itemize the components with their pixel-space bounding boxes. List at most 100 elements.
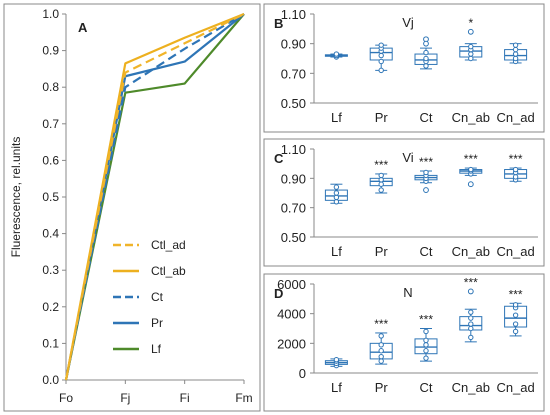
panel-b-cn-ad-data-point — [512, 46, 519, 53]
panel-d-pr-data-point — [378, 342, 384, 348]
panel-c-pr-data-point — [378, 181, 384, 187]
panel-b-x-tick-label: Lf — [331, 110, 342, 125]
panel-b-cn-ab-data-point — [468, 55, 474, 62]
panel-d-cn-ab-data-point — [468, 309, 474, 315]
panel-b-ct-outlier — [423, 40, 429, 47]
panel-b-cn-ad-data-point — [512, 55, 519, 62]
panel-d-ct-data-point — [423, 328, 429, 335]
panel-b-frame — [263, 3, 545, 133]
panel-d-ct-data-point — [423, 337, 429, 344]
panel-c-y-tick-label: 0.90 — [281, 171, 306, 186]
panel-b-label: B — [274, 16, 283, 31]
panel-a-y-tick-label: 0.9 — [42, 44, 59, 58]
panel-a-y-tick-label: 0.7 — [42, 117, 59, 131]
panel-b-cn-ad-data-point — [512, 51, 519, 57]
panel-a-x-tick-label: Fm — [235, 391, 252, 405]
panel-b-y-tick-label: 0.70 — [281, 66, 306, 81]
panel-d-ct-significance: *** — [419, 313, 433, 327]
panel-d-y-tick-label: 4000 — [277, 307, 306, 322]
panel-c-y-tick-label: 0.70 — [281, 201, 306, 216]
panel-c-x-tick-label: Lf — [331, 244, 342, 259]
panel-b-x-tick-label: Ct — [420, 110, 433, 125]
panel-a-y-tick-label: 0.8 — [42, 80, 59, 94]
panel-a-y-tick-label: 0.4 — [42, 227, 59, 241]
panel-c-y-tick-label: 1.10 — [281, 142, 306, 157]
legend-label-ctl-ad: Ctl_ad — [151, 238, 186, 252]
panel-d-x-tick-label: Cn_ab — [452, 380, 490, 395]
panel-c-pr-data-point — [378, 187, 384, 193]
legend-label-lf: Lf — [151, 342, 162, 356]
panel-d-cn-ad-data-point — [512, 312, 519, 318]
panel-d-ct-data-point — [423, 348, 429, 354]
panel-c-x-tick-label: Cn_ab — [452, 244, 490, 259]
panel-c-x-tick-label: Ct — [420, 244, 433, 259]
panel-b-cn-ab-outlier — [467, 28, 474, 35]
panel-b-y-tick-label: 0.50 — [281, 96, 306, 111]
panel-d-pr-data-point — [378, 353, 384, 360]
panel-b-y-tick-label: 0.90 — [281, 37, 306, 52]
panel-a-y-tick-label: 0.5 — [42, 190, 59, 204]
panel-b-ct-data-point — [423, 49, 429, 56]
panel-c-cn-ad-significance: *** — [509, 152, 523, 166]
panel-d-cn-ab-data-point — [468, 325, 474, 332]
panel-d-y-tick-label: 0 — [299, 366, 306, 381]
panel-c-frame — [263, 138, 545, 267]
panel-a-label: A — [78, 20, 88, 35]
panel-d-pr-significance: *** — [374, 317, 388, 331]
legend-label-pr: Pr — [151, 316, 163, 330]
panel-d-label: D — [274, 286, 283, 301]
panel-d-y-tick-label: 6000 — [277, 277, 306, 292]
panel-c-lf-data-point — [333, 190, 340, 196]
panel-b-cn-ab-significance: * — [468, 16, 473, 30]
panel-b-cn-ab-data-point — [468, 51, 474, 57]
panel-d-x-tick-label: Lf — [331, 380, 342, 395]
panel-d-cn-ab-data-point — [468, 321, 474, 327]
panel-a-y-tick-label: 0.3 — [42, 263, 59, 277]
panel-c-x-tick-label: Cn_ad — [496, 244, 534, 259]
legend-label-ctl-ab: Ctl_ab — [151, 264, 186, 278]
panel-a-frame — [3, 3, 261, 412]
legend-label-ct: Ct — [151, 290, 164, 304]
panel-d-cn-ab-data-point — [468, 334, 474, 341]
panel-d-x-tick-label: Pr — [375, 380, 389, 395]
panel-d-cn-ad-data-point — [512, 321, 519, 327]
panel-d-pr-data-point — [378, 358, 384, 364]
panel-d-frame — [263, 273, 545, 412]
panel-b-ct-data-point — [423, 63, 429, 69]
panel-d-title: N — [403, 285, 412, 300]
panel-c-cn-ab-outlier — [467, 181, 474, 188]
panel-c-cn-ab-data-point — [468, 166, 474, 173]
panel-a-y-axis-title: Fluerescence, rel.units — [9, 137, 23, 258]
panel-c-ct-outlier — [423, 187, 429, 193]
panel-a-x-tick-label: Fo — [59, 391, 73, 405]
panel-d-ct-data-point — [423, 355, 429, 361]
panel-b-x-tick-label: Cn_ab — [452, 110, 490, 125]
panel-c-pr-data-point — [378, 177, 384, 183]
panel-a-y-tick-label: 1.0 — [42, 7, 59, 21]
panel-b-pr-data-point — [378, 42, 384, 48]
panel-b-ct-data-point — [423, 55, 429, 62]
panel-a-series-line-ctl-ad — [64, 13, 245, 381]
panel-d-pr-data-point — [378, 348, 384, 354]
panel-c-cn-ad-data-point — [512, 166, 519, 173]
panel-d-x-tick-label: Ct — [420, 380, 433, 395]
panel-b-pr-data-point — [378, 52, 384, 59]
panel-a-x-tick-label: Fi — [180, 391, 190, 405]
panel-d-lf-data-point — [333, 356, 340, 363]
panel-c-cn-ab-significance: *** — [464, 152, 478, 166]
panel-b-x-tick-label: Pr — [375, 110, 389, 125]
panel-a-y-tick-label: 0.2 — [42, 300, 59, 314]
panel-b-title: Vj — [402, 15, 414, 30]
panel-c-title: Vi — [402, 150, 413, 165]
panel-c-ct-data-point — [423, 169, 429, 176]
panel-c-x-tick-label: Pr — [375, 244, 389, 259]
panel-b-pr-data-point — [378, 67, 384, 74]
panel-d-cn-ad-significance: *** — [509, 287, 523, 301]
panel-b-y-tick-label: 1.10 — [281, 7, 306, 22]
panel-a-x-tick-label: Fj — [120, 391, 130, 405]
panel-d-cn-ad-data-point — [512, 328, 519, 335]
panel-d-y-tick-label: 2000 — [277, 336, 306, 351]
panel-d-x-tick-label: Cn_ad — [496, 380, 534, 395]
panel-b-lf-data-point — [333, 51, 340, 57]
